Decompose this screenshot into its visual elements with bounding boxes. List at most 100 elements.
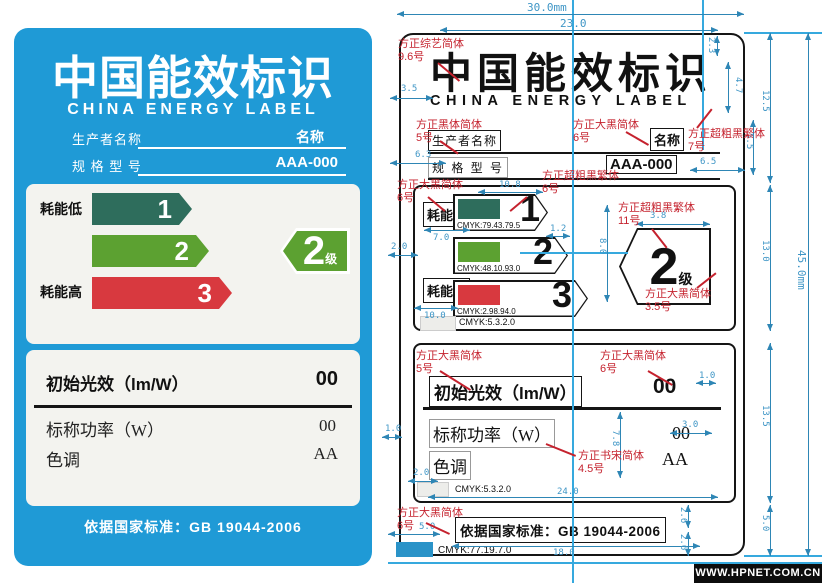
annotation-field-values-font-size: 6号 [573,132,591,145]
dim-78-line [617,412,623,478]
annotation-grade-num-font-size: 11号 [618,215,641,228]
drawing-tone-label: 色调 [429,451,471,480]
dim-sec3: 13.5 [760,405,770,427]
energy-label: 中国能效标识 CHINA ENERGY LABEL 生产者名称 名称 规 格 型… [14,28,372,566]
dim-total-height-line [805,33,811,556]
dim-35-line [390,95,433,101]
dim-108-line [478,189,543,195]
dim-20b-line [408,478,438,484]
dim-50a-line [388,531,440,537]
drawing-model-label: 规 格 型 号 [428,157,509,178]
power-value: 00 [319,416,336,435]
annotation-bar-nums-font-name: 方正超粗黑繁体 [542,170,619,182]
dim-10b-line [382,434,402,440]
power-label: 标称功率（W） [46,421,165,440]
dim-240-line [428,494,718,500]
blue-color-swatch [396,542,433,557]
annotation-field-labels-font-name: 方正黑体简体 [416,119,482,131]
annotation-standard-font-name: 方正大黑简体 [397,507,463,519]
dim-30-line [670,430,712,436]
label-title-cn: 中国能效标识 [52,52,334,104]
dim-inner-width-line [440,27,718,33]
dim-108: 10.8 [499,180,521,190]
standard-text: 依据国家标准：GB 19044-2006 [84,519,302,535]
bar2-cmyk: CMYK:48.10.93.0 [457,264,521,273]
annotation-field-labels-font-size: 5号 [416,132,434,145]
annotation-bar-nums-font: 方正超粗黑繁体 6号 [542,170,619,196]
annotation-serif-rows-font-name: 方正书宋简体 [578,450,644,462]
drawing-title-cn: 中国能效标识 [430,50,713,97]
annotation-efficacy-val-font: 方正大黑简体 6号 [600,350,666,376]
annotation-english-font-size: 7号 [688,141,706,154]
drawing-model-underline [428,178,720,180]
blue-cmyk: CMYK:77.19.7.0 [438,545,512,556]
dim-30: 3.0 [682,420,699,430]
dim-23: 2.3 [706,37,716,54]
scale-bar-3-num: 3 [197,278,212,308]
guide-line-vertical-main [572,0,574,583]
dim-sec1-line [767,33,773,183]
dim-70: 7.0 [433,233,450,243]
dim-20-line [388,252,418,258]
annotation-standard-font: 方正大黑简体 6号 [397,507,463,533]
dim-35: 3.5 [401,84,418,94]
panel1-cmyk: CMYK:5.3.2.0 [459,317,516,327]
dim-sec2-line [767,185,773,331]
dim-10b: 1.0 [385,424,402,434]
drawing-power-label: 标称功率（W） [429,419,556,448]
dim-47-line [725,62,731,113]
dim-inner-width: 23.0 [560,17,587,30]
dim-26b: 2.6 [678,534,688,551]
dim-70-line [424,227,470,233]
dim-180: 18.0 [553,548,575,558]
annotation-grade-suffix-font-size: 3.5号 [645,301,672,314]
annotation-scale-labels-font-size: 6号 [397,192,415,205]
high-energy-label: 耗能高 [40,284,82,300]
dim-12: 1.2 [550,224,567,234]
dim-63-line [390,160,446,166]
producer-value: 名称 [296,129,324,145]
guide-line-grade [520,252,628,254]
dim-65-line [690,167,745,173]
dim-80-line [604,205,610,302]
annotation-english-font-name: 方正超粗黑繁体 [688,128,765,140]
annotation-efficacy-font-name: 方正大黑简体 [416,350,482,362]
metrics-divider [34,405,352,408]
dim-100: 10.0 [424,311,446,321]
dim-50a: 5.0 [419,522,436,532]
drawing-standard-text: 依据国家标准：GB 19044-2006 [455,517,666,543]
scale-bar-1-num: 1 [157,194,172,224]
guide-line-vertical-top [702,0,704,150]
drawing-grade-arrow-inner: 2 级 [621,230,709,303]
dim-63: 6.3 [415,150,432,160]
bar1-cmyk: CMYK:79.43.79.5 [457,221,521,230]
bar2-color-swatch [458,242,500,262]
dim-80: 8.0 [597,238,607,255]
drawing-model-value: AAA-000 [606,155,677,174]
bar1-color-swatch [458,199,500,219]
dim-55-line [750,120,756,175]
producer-underline [138,147,346,149]
label-title-en: CHINA ENERGY LABEL [67,101,319,118]
drawing-producer-underline [428,152,720,154]
annotation-efficacy-font-size: 5号 [416,363,434,376]
annotation-title-font-name: 方正综艺简体 [398,38,464,50]
panel1-color-swatch [420,316,456,331]
drawing-title-en: CHINA ENERGY LABEL [430,93,692,109]
annotation-grade-suffix-font: 方正大黑简体 3.5号 [645,288,711,314]
metrics-panel: 初始光效（lm/W） 00 标称功率（W） 00 色调 AA [26,350,360,506]
dim-23-line [714,36,720,56]
dim-38: 3.8 [650,211,667,221]
dim-100-line [414,305,458,311]
dim-sec4-line [767,505,773,556]
dim-12-line [546,233,570,239]
dim-240: 24.0 [557,487,579,497]
grade-num: 2 [302,228,326,273]
scale-bar-2-num: 2 [174,236,189,266]
annotation-grade-num-font: 方正超粗黑繁体 11号 [618,202,695,228]
annotation-scale-labels-font-name: 方正大黑简体 [397,179,463,191]
dim-55: 5.5 [744,133,754,150]
drawing-bar-2-num: 2 [533,231,554,272]
watermark: WWW.HPNET.COM.CN [694,564,822,583]
